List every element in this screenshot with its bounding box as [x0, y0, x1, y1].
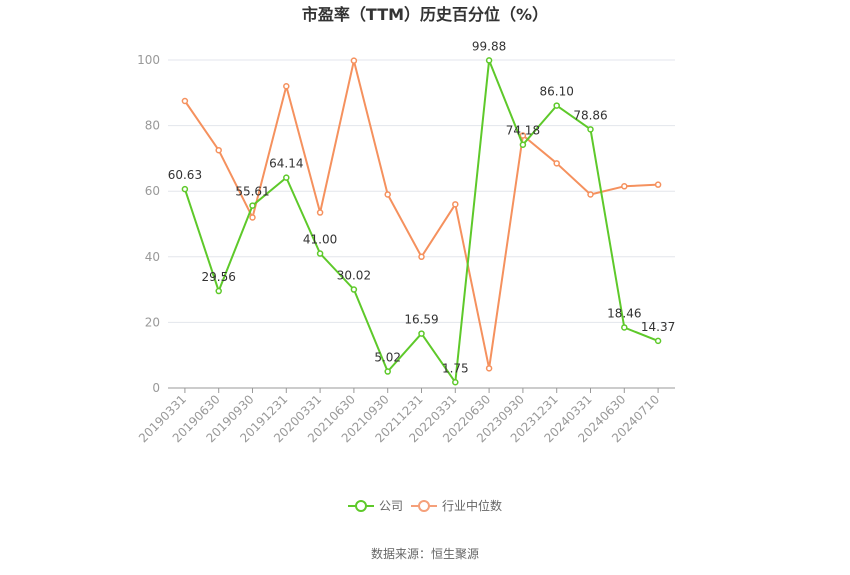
- legend-industry-marker: [418, 500, 430, 512]
- data-source: 数据来源：恒生聚源: [371, 546, 479, 561]
- series-0-point: [181, 185, 189, 193]
- legend-item-industry-median[interactable]: 行业中位数: [411, 498, 502, 513]
- series-1-point: [384, 191, 391, 198]
- series-0-point: [452, 379, 459, 386]
- series-0-point: [654, 337, 662, 345]
- y-tick-label: 100: [137, 53, 160, 67]
- series-0-point: [316, 250, 324, 257]
- data-label: 55.61: [235, 185, 269, 199]
- series-1-point: [621, 183, 628, 190]
- data-label: 86.10: [540, 85, 574, 99]
- data-label: 60.63: [168, 168, 202, 182]
- data-label: 5.02: [374, 351, 401, 365]
- grid-layer: [168, 59, 675, 323]
- series-1-point: [587, 191, 594, 198]
- legend: 公司 行业中位数: [348, 498, 502, 513]
- series-0-point: [249, 202, 256, 209]
- series-1-point: [418, 253, 425, 261]
- legend-item-company[interactable]: 公司: [348, 499, 403, 513]
- y-tick-label: 40: [145, 250, 160, 264]
- series-0-point: [418, 330, 425, 337]
- data-label: 16.59: [404, 313, 438, 327]
- series-0-point: [621, 324, 628, 331]
- y-tick-label: 60: [145, 184, 160, 198]
- legend-industry-label: 行业中位数: [442, 498, 502, 513]
- data-label: 18.46: [607, 306, 641, 320]
- series-0-point: [283, 174, 290, 181]
- series-1-point: [654, 181, 662, 188]
- data-label: 41.00: [303, 233, 337, 247]
- legend-company-label: 公司: [379, 499, 403, 513]
- series-1-point: [181, 97, 189, 105]
- series-0-point: [519, 141, 527, 148]
- series-0-point: [485, 57, 493, 64]
- series-1-point: [553, 160, 560, 167]
- y-tick-label: 20: [145, 315, 160, 329]
- data-label: 64.14: [269, 157, 303, 171]
- data-label: 78.86: [573, 108, 607, 122]
- series-1-point: [249, 214, 256, 221]
- series-0-point: [384, 368, 391, 375]
- series-layer: [181, 57, 662, 386]
- series-1-point: [350, 57, 358, 64]
- data-label: 29.56: [202, 270, 236, 284]
- legend-company-marker: [355, 500, 367, 512]
- data-label: 14.37: [641, 320, 675, 334]
- series-1-point: [215, 146, 222, 154]
- series-1-point: [452, 201, 459, 208]
- series-0-point: [350, 286, 358, 293]
- data-label: 30.02: [337, 269, 371, 283]
- chart-title: 市盈率（TTM）历史百分位（%）: [302, 5, 548, 24]
- series-1-point: [283, 82, 290, 90]
- y-tick-label: 80: [145, 119, 160, 133]
- series-0-point: [553, 102, 560, 109]
- data-label: 74.18: [506, 124, 540, 138]
- series-1-point: [316, 209, 324, 216]
- series-0-point: [215, 287, 222, 295]
- series-1-point: [519, 132, 527, 139]
- data-label: 99.88: [472, 39, 506, 53]
- data-label: 1.75: [442, 361, 469, 375]
- series-1-point: [485, 365, 493, 372]
- series-0-point: [587, 126, 594, 133]
- y-tick-label: 0: [152, 381, 160, 395]
